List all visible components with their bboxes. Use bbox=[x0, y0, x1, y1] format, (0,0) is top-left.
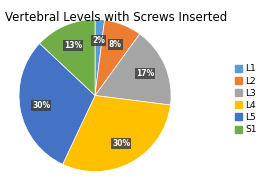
Wedge shape bbox=[95, 34, 171, 105]
Wedge shape bbox=[95, 20, 140, 96]
Wedge shape bbox=[95, 19, 105, 96]
Wedge shape bbox=[19, 44, 95, 164]
Legend: L1, L2, L3, L4, L5, S1: L1, L2, L3, L4, L5, S1 bbox=[234, 64, 257, 134]
Text: 30%: 30% bbox=[32, 101, 50, 110]
Text: 30%: 30% bbox=[112, 139, 130, 148]
Text: Vertebral Levels with Screws Inserted: Vertebral Levels with Screws Inserted bbox=[5, 11, 228, 24]
Text: 13%: 13% bbox=[64, 41, 82, 50]
Text: 8%: 8% bbox=[109, 40, 122, 49]
Wedge shape bbox=[63, 96, 171, 172]
Text: 2%: 2% bbox=[92, 36, 105, 45]
Text: 17%: 17% bbox=[136, 69, 154, 78]
Wedge shape bbox=[40, 19, 95, 96]
